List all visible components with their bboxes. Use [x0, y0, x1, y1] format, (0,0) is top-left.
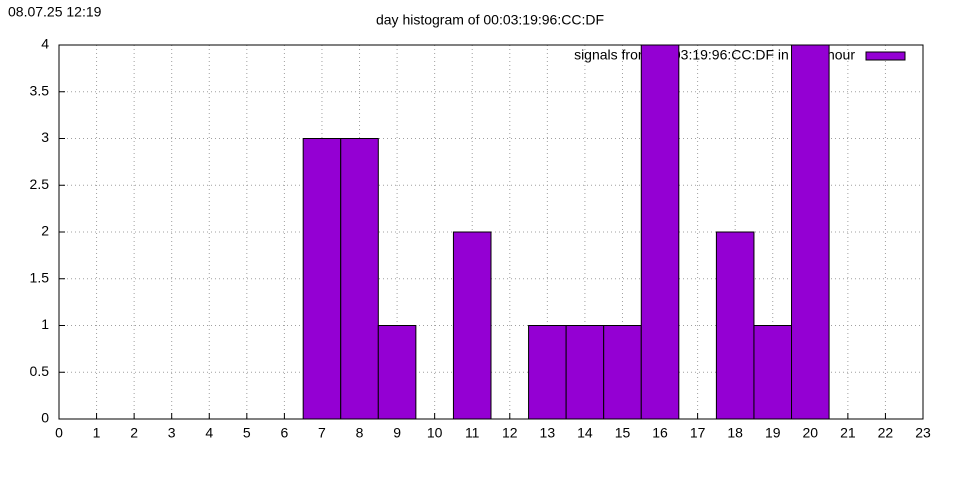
y-tick-label: 3 — [41, 129, 49, 145]
x-tick-label: 3 — [168, 425, 176, 441]
bar — [753, 325, 793, 420]
chart-title: day histogram of 00:03:19:96:CC:DF — [376, 12, 604, 28]
bar — [377, 325, 417, 420]
bar — [340, 138, 379, 420]
y-tick-label: 1.5 — [30, 269, 50, 285]
y-tick-label: 3.5 — [30, 82, 50, 98]
x-tick-label: 16 — [652, 425, 668, 441]
y-tick-label: 2 — [41, 223, 49, 239]
timestamp: 08.07.25 12:19 — [8, 4, 102, 20]
y-tick-label: 4 — [41, 36, 49, 52]
y-tick-label: 0.5 — [30, 363, 50, 379]
x-tick-label: 13 — [540, 425, 556, 441]
x-tick-label: 0 — [55, 425, 63, 441]
x-tick-label: 22 — [878, 425, 894, 441]
x-tick-label: 9 — [393, 425, 401, 441]
x-tick-label: 15 — [615, 425, 631, 441]
x-tick-label: 2 — [130, 425, 138, 441]
bar — [715, 231, 755, 420]
bar — [791, 44, 830, 420]
bar — [640, 44, 680, 420]
x-tick-label: 17 — [690, 425, 706, 441]
legend-swatch — [865, 51, 906, 61]
x-tick-label: 10 — [427, 425, 443, 441]
bar — [565, 325, 605, 420]
x-tick-label: 6 — [280, 425, 288, 441]
x-tick-label: 23 — [915, 425, 931, 441]
bar — [452, 231, 492, 420]
bar — [528, 325, 567, 420]
x-tick-label: 19 — [765, 425, 781, 441]
x-tick-label: 11 — [465, 425, 480, 441]
y-tick-label: 2.5 — [30, 176, 50, 192]
y-tick-label: 0 — [41, 410, 49, 426]
plot-frame — [58, 44, 924, 420]
x-tick-label: 14 — [577, 425, 593, 441]
bar — [302, 138, 342, 420]
x-tick-label: 21 — [840, 425, 856, 441]
x-tick-label: 4 — [205, 425, 213, 441]
x-tick-label: 8 — [356, 425, 364, 441]
x-tick-label: 5 — [243, 425, 251, 441]
x-tick-label: 1 — [93, 425, 101, 441]
bar — [603, 325, 642, 420]
x-tick-label: 18 — [727, 425, 743, 441]
x-tick-label: 7 — [318, 425, 326, 441]
y-tick-label: 1 — [41, 316, 49, 332]
x-tick-label: 12 — [502, 425, 518, 441]
x-tick-label: 20 — [803, 425, 819, 441]
